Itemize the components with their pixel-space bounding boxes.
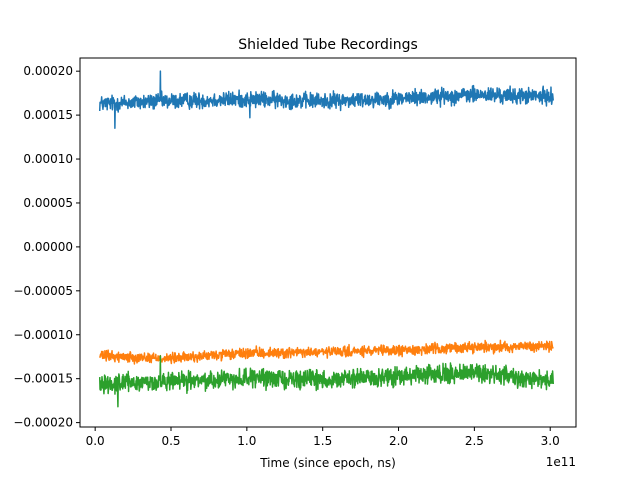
y-tick-label: 0.00020 — [23, 64, 73, 78]
y-tick-label: 0.00000 — [23, 240, 73, 254]
y-tick-label: −0.00015 — [13, 372, 73, 386]
series-line-3 — [98, 355, 554, 408]
series-layer — [98, 70, 554, 408]
x-tick-label: 1.5 — [313, 434, 332, 448]
x-tick-label: 2.5 — [465, 434, 484, 448]
x-axis-ticks: 0.0 0.5 1.0 1.5 2.0 2.5 3.0 — [86, 427, 560, 448]
series-line-2 — [99, 339, 554, 365]
x-tick-label: 1.0 — [237, 434, 256, 448]
x-tick-label: 2.0 — [389, 434, 408, 448]
y-tick-label: 0.00005 — [23, 196, 73, 210]
x-offset-label: 1e11 — [546, 455, 576, 469]
x-tick-label: 3.0 — [541, 434, 560, 448]
y-tick-label: −0.00005 — [13, 284, 73, 298]
x-tick-label: 0.0 — [86, 434, 105, 448]
y-tick-label: −0.00010 — [13, 328, 73, 342]
y-tick-label: −0.00020 — [13, 416, 73, 430]
y-tick-label: 0.00015 — [23, 108, 73, 122]
chart-title: Shielded Tube Recordings — [238, 37, 418, 53]
x-tick-label: 0.5 — [161, 434, 180, 448]
y-axis-ticks: 0.00020 0.00015 0.00010 0.00005 0.00000 −0.00… — [13, 64, 80, 430]
y-tick-label: 0.00010 — [23, 152, 73, 166]
series-line-1 — [98, 70, 554, 130]
plot-frame — [79, 57, 577, 428]
x-axis-label: Time (since epoch, ns) — [259, 456, 396, 470]
